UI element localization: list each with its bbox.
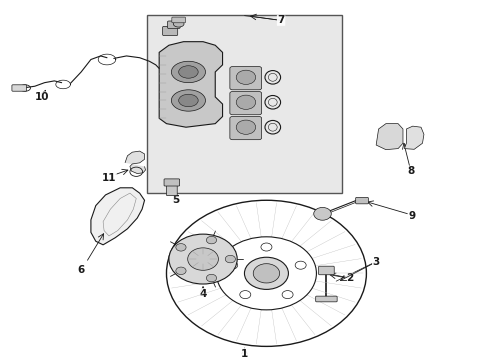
FancyBboxPatch shape [167,21,180,28]
Text: 10: 10 [35,92,49,102]
Text: 3: 3 [372,257,379,266]
Circle shape [176,244,186,251]
Circle shape [168,234,237,284]
Circle shape [244,257,288,289]
FancyBboxPatch shape [229,67,261,90]
Text: 6: 6 [78,265,84,275]
FancyBboxPatch shape [162,26,177,36]
Circle shape [187,248,218,270]
Text: 9: 9 [407,211,414,221]
Circle shape [253,264,279,283]
Text: 7: 7 [277,15,284,25]
Polygon shape [125,151,145,174]
FancyBboxPatch shape [315,296,336,302]
Circle shape [226,261,237,269]
Circle shape [313,207,330,220]
Polygon shape [159,42,222,127]
Ellipse shape [171,90,205,111]
Text: 2: 2 [345,273,352,283]
FancyBboxPatch shape [355,197,367,204]
Text: 11: 11 [102,173,116,183]
Polygon shape [375,123,402,150]
Circle shape [236,70,255,85]
FancyBboxPatch shape [171,17,185,23]
FancyBboxPatch shape [229,91,261,115]
Circle shape [206,237,216,244]
Ellipse shape [171,61,205,83]
Text: 8: 8 [407,166,414,176]
Ellipse shape [178,66,198,78]
Ellipse shape [178,94,198,107]
Text: 5: 5 [172,195,180,205]
FancyBboxPatch shape [318,266,333,275]
FancyBboxPatch shape [12,85,26,91]
Polygon shape [404,126,423,149]
FancyBboxPatch shape [166,184,177,195]
FancyBboxPatch shape [229,117,261,140]
Circle shape [225,255,235,263]
Text: 1: 1 [241,348,247,359]
Text: 4: 4 [199,289,206,299]
Circle shape [295,261,305,269]
Circle shape [239,291,250,299]
Polygon shape [91,188,144,245]
Circle shape [206,274,216,282]
Ellipse shape [173,21,183,27]
Circle shape [176,267,186,275]
FancyBboxPatch shape [163,179,179,186]
Circle shape [282,291,292,299]
Bar [147,15,341,193]
Circle shape [236,95,255,109]
Circle shape [236,120,255,134]
Circle shape [261,243,271,251]
